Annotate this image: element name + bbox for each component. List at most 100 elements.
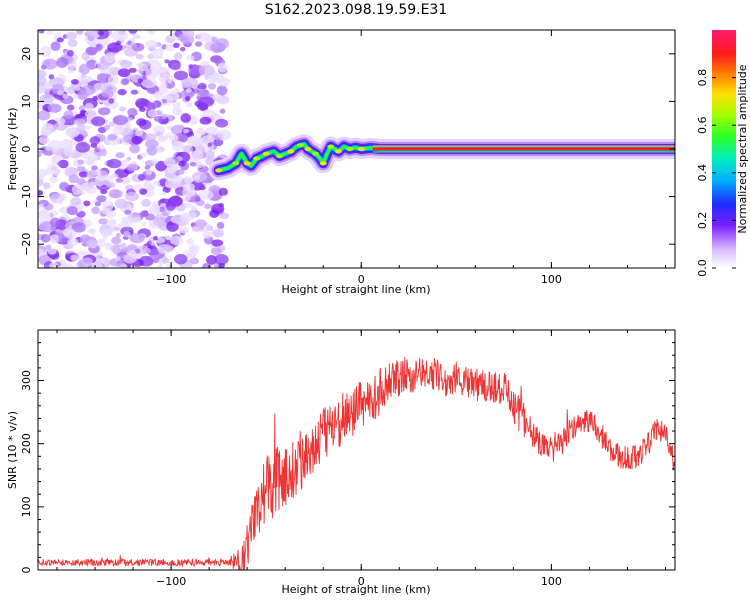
noise-blob xyxy=(67,49,74,57)
noise-blob xyxy=(38,210,47,217)
noise-blob xyxy=(94,176,105,187)
noise-blob xyxy=(62,93,69,100)
colorbar-tick-label: 0.8 xyxy=(696,69,709,87)
noise-blob xyxy=(127,109,133,114)
noise-blob xyxy=(91,206,100,215)
noise-blob xyxy=(139,210,148,218)
noise-blob xyxy=(97,144,106,150)
noise-blob xyxy=(78,171,89,178)
noise-blob xyxy=(164,59,170,64)
noise-blob xyxy=(183,128,190,134)
noise-blob xyxy=(40,233,51,243)
spectrogram-ylabel: Frequency (Hz) xyxy=(6,108,19,191)
noise-blob xyxy=(204,203,212,209)
noise-blob xyxy=(181,77,199,89)
noise-blob xyxy=(185,238,195,245)
snr-ylabel: SNR (10 * v/v) xyxy=(6,411,19,489)
noise-blob xyxy=(96,238,106,248)
noise-blob xyxy=(172,214,182,223)
noise-blob xyxy=(121,217,130,224)
noise-blob xyxy=(38,190,43,196)
noise-blob xyxy=(67,39,78,47)
colorbar-tick-label: 0.4 xyxy=(696,164,709,182)
snr-panel: −100 0 100 0 100 200 300 Height of straight li… xyxy=(6,329,676,596)
noise-blob xyxy=(78,63,91,75)
colorbar-tick-label: 0.0 xyxy=(696,259,709,277)
noise-blob xyxy=(81,52,90,61)
snr-xlabel: Height of straight line (km) xyxy=(281,583,430,596)
noise-blob xyxy=(117,68,131,78)
noise-blob xyxy=(123,134,134,144)
noise-blob xyxy=(43,182,51,190)
noise-blob xyxy=(106,86,113,91)
noise-blob xyxy=(127,40,132,45)
noise-blob xyxy=(38,174,45,180)
noise-blob xyxy=(198,185,206,191)
noise-blob xyxy=(202,231,212,239)
noise-blob xyxy=(162,258,170,264)
noise-blob xyxy=(38,86,46,94)
noise-blob xyxy=(38,110,51,121)
noise-blob xyxy=(51,156,58,162)
noise-blob xyxy=(185,88,192,93)
noise-blob xyxy=(73,118,86,126)
noise-blob xyxy=(216,96,229,105)
noise-blob xyxy=(40,64,47,70)
noise-blob xyxy=(38,135,50,145)
noise-blob xyxy=(184,96,191,102)
ridge-hotspot xyxy=(232,161,240,166)
noise-blob xyxy=(125,184,134,191)
noise-blob xyxy=(147,30,156,35)
noise-blob xyxy=(91,165,98,171)
snr-series-line xyxy=(37,356,676,570)
noise-blob xyxy=(121,78,130,85)
noise-blob xyxy=(63,110,74,119)
noise-blob xyxy=(166,91,180,102)
noise-blob xyxy=(141,221,147,227)
noise-blob xyxy=(210,247,222,256)
noise-blob xyxy=(130,89,139,95)
noise-blob xyxy=(160,82,168,88)
noise-blob xyxy=(150,159,159,165)
noise-blob xyxy=(79,85,96,96)
noise-blob xyxy=(47,30,54,35)
noise-blob xyxy=(111,30,128,41)
noise-blob xyxy=(54,117,61,122)
noise-blob xyxy=(124,209,132,215)
noise-blob xyxy=(208,78,216,84)
noise-blob xyxy=(88,30,101,38)
noise-blob xyxy=(67,68,74,74)
noise-blob xyxy=(209,209,220,218)
noise-blob xyxy=(109,220,117,226)
noise-blob xyxy=(99,228,113,237)
noise-blob xyxy=(71,79,79,85)
noise-blob xyxy=(56,37,64,43)
noise-blob xyxy=(187,135,203,147)
spectrogram-plot-area xyxy=(38,30,675,268)
noise-blob xyxy=(60,138,73,150)
ridge-hotspot xyxy=(304,147,312,151)
noise-blob xyxy=(158,67,171,78)
noise-blob xyxy=(101,89,114,98)
noise-blob xyxy=(115,232,121,238)
noise-blob xyxy=(157,264,163,268)
noise-blob xyxy=(49,175,59,184)
noise-blob xyxy=(45,244,52,251)
noise-blob xyxy=(161,44,167,50)
noise-blob xyxy=(165,43,176,52)
noise-blob xyxy=(101,207,110,215)
noise-blob xyxy=(172,107,182,116)
noise-blob xyxy=(97,31,104,36)
noise-blob xyxy=(219,108,226,114)
noise-blob xyxy=(188,64,193,69)
noise-blob xyxy=(141,77,158,89)
noise-blob xyxy=(140,198,151,208)
noise-blob xyxy=(95,43,103,51)
noise-blob xyxy=(38,168,49,177)
snr-plot-area xyxy=(37,356,676,570)
noise-blob xyxy=(197,82,207,90)
noise-blob xyxy=(218,187,229,196)
noise-blob xyxy=(207,133,213,139)
ridge-hotspot xyxy=(262,151,270,156)
